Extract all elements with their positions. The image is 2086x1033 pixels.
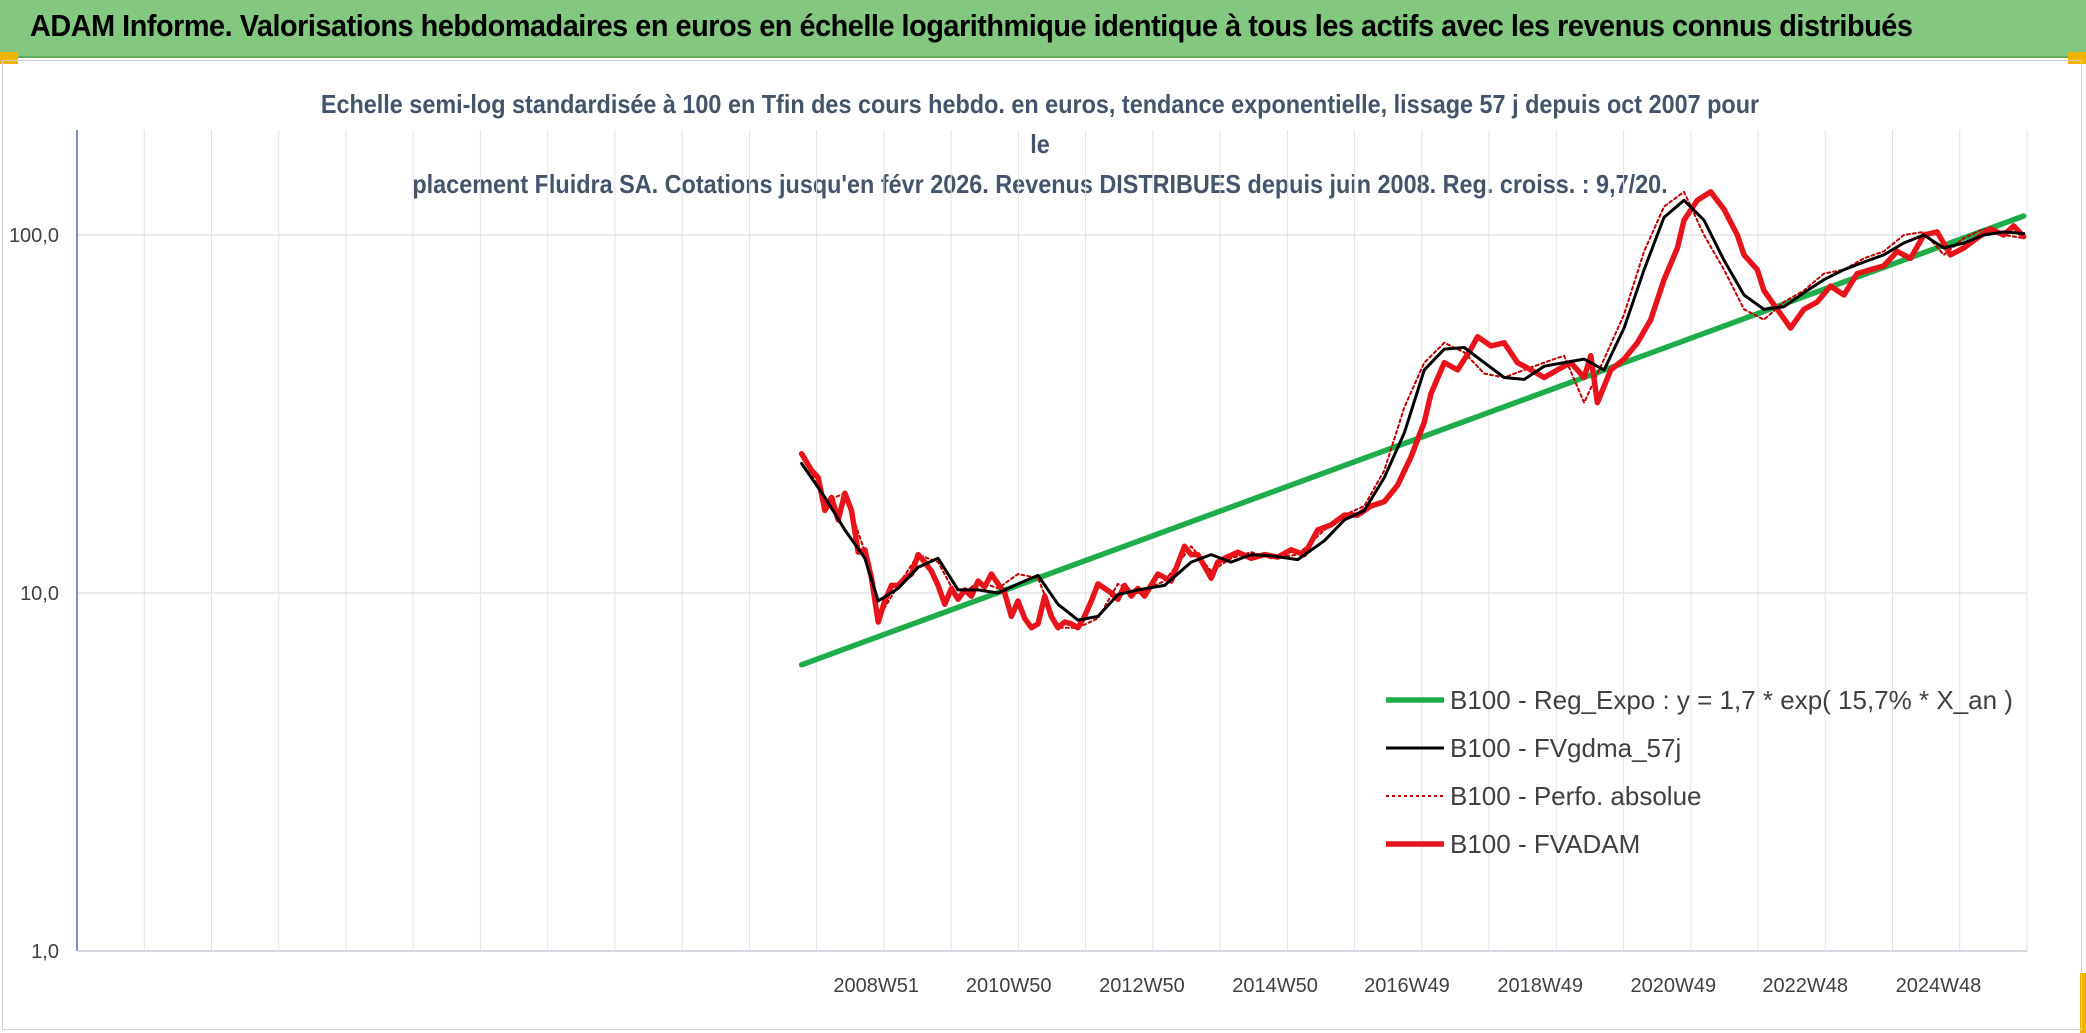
x-tick-label: 2016W49 bbox=[1364, 975, 1450, 997]
x-tick-label: 2018W49 bbox=[1497, 975, 1583, 997]
grid-layer bbox=[77, 130, 2028, 952]
x-tick-label: 2010W50 bbox=[966, 975, 1052, 997]
banner-title: ADAM Informe. Valorisations hebdomadaire… bbox=[30, 8, 1913, 43]
chart-frame bbox=[2, 60, 2082, 1030]
corner-accent-left bbox=[0, 52, 18, 64]
x-tick-label: 2012W50 bbox=[1099, 975, 1185, 997]
chart-subtitle-line1: Echelle semi-log standardisée à 100 en T… bbox=[320, 89, 1760, 159]
legend-label-0: B100 - Reg_Expo : y = 1,7 * exp( 15,7% *… bbox=[1450, 685, 2013, 715]
y-tick-label: 10,0 bbox=[20, 583, 59, 605]
corner-accent-bottom-right bbox=[2080, 973, 2086, 1033]
legend-layer: B100 - Reg_Expo : y = 1,7 * exp( 15,7% *… bbox=[1386, 685, 2013, 859]
legend-label-3: B100 - FVADAM bbox=[1450, 829, 1640, 859]
chart-subtitle-line2: placement Fluidra SA. Cotations jusqu'en… bbox=[412, 169, 1668, 199]
legend-label-1: B100 - FVgdma_57j bbox=[1450, 733, 1681, 763]
title-banner: ADAM Informe. Valorisations hebdomadaire… bbox=[0, 0, 2086, 58]
x-tick-label: 2024W48 bbox=[1896, 975, 1982, 997]
x-tick-label: 2020W49 bbox=[1631, 975, 1717, 997]
legend-label-2: B100 - Perfo. absolue bbox=[1450, 781, 1702, 811]
series-line-0 bbox=[798, 213, 2027, 668]
series-line-1 bbox=[800, 198, 2026, 622]
chart-subtitle: Echelle semi-log standardisée à 100 en T… bbox=[320, 84, 1760, 204]
axis-layer: 1,0 10,0 100,0 2008W51 2010W50 2012W50 2014W50… bbox=[9, 130, 2027, 997]
y-tick-label: 100,0 bbox=[9, 225, 59, 247]
x-tick-label: 2008W51 bbox=[833, 975, 919, 997]
x-tick-label: 2022W48 bbox=[1762, 975, 1848, 997]
y-tick-label: 1,0 bbox=[31, 941, 59, 963]
x-tick-label: 2014W50 bbox=[1232, 975, 1318, 997]
series-layer bbox=[798, 189, 2027, 668]
